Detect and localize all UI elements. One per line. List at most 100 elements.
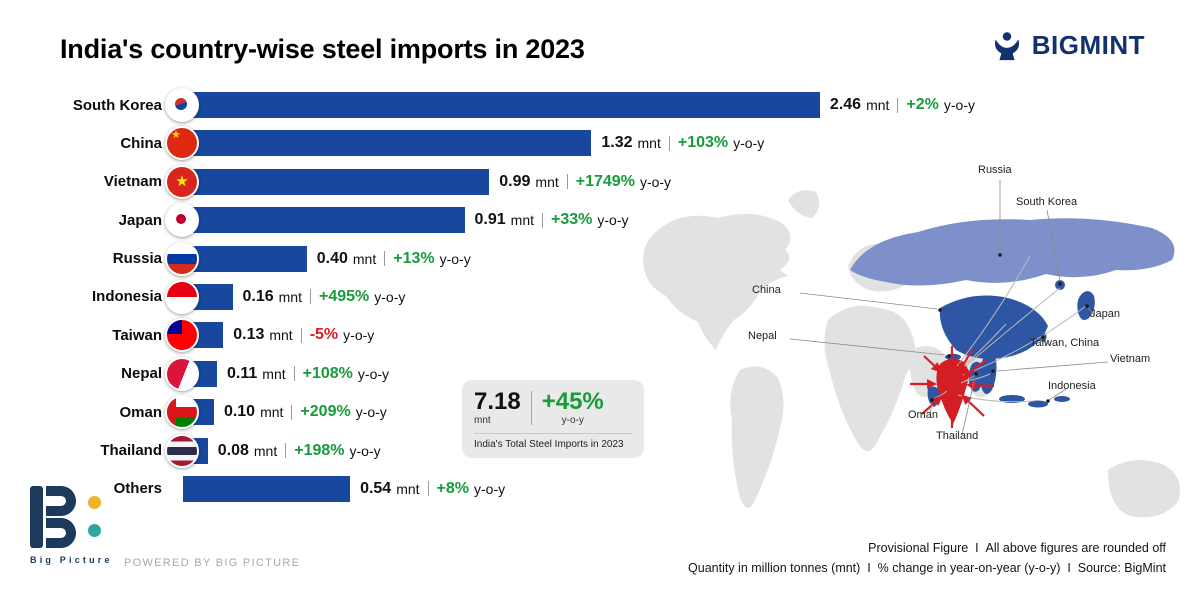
yoy-suffix: y-o-y [357, 365, 390, 382]
bar-row: China 1.32 mnt +103% y-o-y [30, 126, 975, 161]
yoy-suffix: y-o-y [474, 480, 506, 497]
bar-row: Taiwan 0.13 mnt -5% y-o-y [30, 318, 975, 353]
bar [183, 207, 465, 234]
map-label-vietnam: Vietnam [1110, 353, 1151, 365]
country-label: Indonesia [91, 288, 162, 306]
unit-label: mnt [535, 173, 559, 190]
bar-row: Japan 0.91 mnt +33% y-o-y [30, 203, 975, 238]
country-label: Taiwan [112, 326, 162, 344]
country-label: Others [113, 480, 162, 498]
bar-row: Vietnam 0.99 mnt +1749% y-o-y [30, 164, 975, 199]
map-label-oman: Oman [908, 409, 938, 421]
greenland [788, 190, 820, 218]
divider [285, 443, 287, 459]
yoy-suffix: y-o-y [733, 135, 765, 152]
map-label-china: China [752, 284, 781, 296]
indonesia-region [999, 395, 1025, 403]
bar-row: South Korea 2.46 mnt +2% y-o-y [30, 88, 975, 122]
yoy-suffix: y-o-y [943, 97, 975, 113]
bar-row: Nepal 0.11 mnt +108% y-o-y [30, 356, 975, 391]
yoy-change: +13% [393, 249, 435, 267]
map-label-nepal: Nepal [748, 330, 777, 342]
yoy-suffix: y-o-y [639, 173, 672, 190]
divider [384, 251, 386, 267]
map-label-taiwan: Taiwan, China [1030, 337, 1100, 349]
value: 0.11 [227, 364, 258, 382]
yoy-change: +33% [551, 211, 593, 229]
country-label: China [120, 134, 162, 152]
yoy-suffix: y-o-y [349, 442, 381, 459]
yoy-change: +198% [294, 441, 345, 459]
value: 0.54 [360, 479, 392, 497]
unit-label: mnt [262, 365, 286, 382]
big-picture-logo: Big Picture [30, 486, 150, 565]
bar [183, 245, 307, 272]
bar-row: Thailand 0.08 mnt +198% y-o-y [30, 433, 975, 468]
unit-label: mnt [510, 212, 535, 229]
divider [566, 174, 568, 190]
yoy-change: +1749% [575, 172, 635, 190]
country-label: Vietnam [103, 173, 162, 191]
bar [183, 168, 490, 195]
country-label: Nepal [121, 365, 162, 383]
callout-divider [530, 391, 532, 425]
divider [293, 366, 295, 382]
unit-label: mnt [866, 97, 890, 113]
flag-oman-icon [165, 395, 199, 430]
north-america [643, 213, 791, 350]
world-map-svg [643, 180, 1180, 518]
yoy-suffix: y-o-y [439, 250, 471, 267]
value: 0.91 [474, 211, 506, 229]
map-label-indonesia: Indonesia [1048, 380, 1096, 392]
country-label: Thailand [100, 442, 162, 460]
vietnam-region [980, 353, 997, 395]
bar [183, 130, 592, 157]
value: 2.46 [829, 96, 862, 113]
label-leader-lines [789, 180, 1109, 436]
unit-label: mnt [269, 327, 293, 344]
map-label-japan: Japan [1090, 308, 1120, 320]
bar-row: Russia 0.40 mnt +13% y-o-y [30, 241, 975, 276]
total-value: 7.18 [474, 388, 521, 415]
map-label-russia: Russia [978, 164, 1012, 176]
flag-nepal-icon [165, 356, 199, 391]
world-map: Russia South Korea China Japan Nepal Tai… [610, 158, 1200, 548]
unit-label: mnt [278, 288, 302, 305]
total-unit: mnt [474, 415, 491, 426]
flag-south-korea-icon [165, 88, 199, 122]
total-yoy: +45% [541, 388, 604, 415]
country-label: South Korea [72, 96, 162, 114]
australia [1108, 460, 1180, 518]
flag-indonesia-icon [165, 279, 199, 314]
country-label: Japan [118, 211, 162, 229]
yoy-change: +209% [300, 403, 351, 421]
big-picture-wordmark: Big Picture [30, 555, 113, 565]
yoy-change: +495% [318, 287, 370, 305]
callout-rule [474, 433, 632, 434]
map-label-south-korea: South Korea [1016, 196, 1078, 208]
country-label: Russia [112, 250, 162, 268]
yoy-change: -5% [309, 326, 339, 344]
bar-chart: South Korea 2.46 mnt +2% y-o-y China 1.3… [30, 88, 975, 514]
teal-dot [88, 524, 101, 537]
value: 0.10 [223, 403, 256, 421]
value: 0.99 [499, 172, 531, 190]
footnote-line-2: Quantity in million tonnes (mnt) I % cha… [688, 560, 1166, 575]
footnotes: Provisional Figure I All above figures a… [688, 539, 1166, 578]
bar [183, 92, 820, 118]
indonesia-region [1054, 396, 1070, 402]
yoy-change: +2% [906, 96, 939, 113]
bar-row: Indonesia 0.16 mnt +495% y-o-y [30, 279, 975, 314]
yoy-suffix: y-o-y [355, 404, 387, 421]
divider [300, 327, 302, 343]
divider [542, 212, 544, 228]
total-imports-callout: 7.18 mnt +45% y-o-y India's Total Steel … [462, 380, 644, 458]
yoy-change: +8% [436, 479, 470, 497]
value: 0.16 [242, 287, 274, 305]
india-region [936, 358, 969, 424]
flag-taiwan-icon [165, 318, 199, 353]
value: 0.08 [217, 441, 249, 459]
bigmint-icon [994, 32, 1019, 61]
divider [897, 97, 899, 113]
